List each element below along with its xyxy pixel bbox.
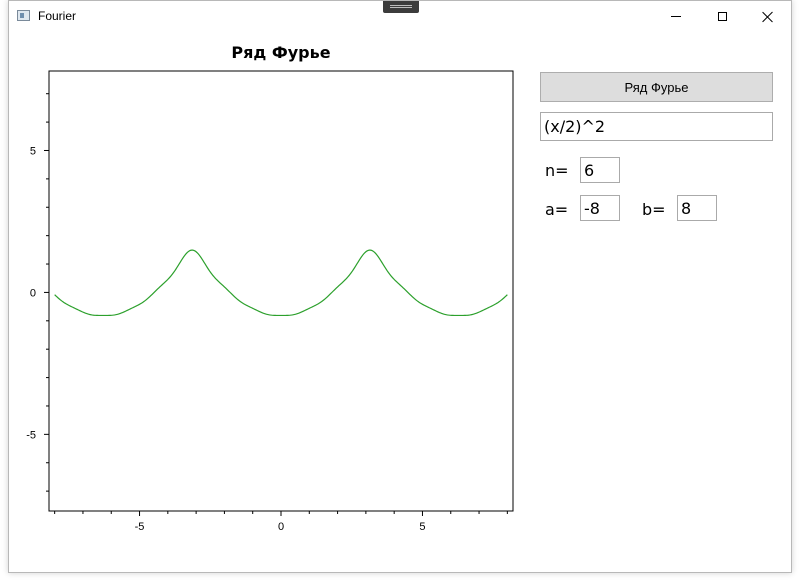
window-grip-handle[interactable] bbox=[383, 1, 419, 13]
axis-tick-labels: -5 0 5 -5 0 5 bbox=[26, 145, 425, 533]
n-input[interactable] bbox=[580, 157, 620, 183]
axis-ticks bbox=[44, 93, 508, 516]
fourier-chart: -5 0 5 -5 0 5 bbox=[26, 70, 514, 533]
x-tick-label: -5 bbox=[135, 521, 145, 533]
plot-frame bbox=[48, 70, 514, 512]
x-tick-label: 5 bbox=[419, 521, 425, 533]
chart-title: Ряд Фурье bbox=[231, 43, 331, 62]
n-label: n= bbox=[545, 161, 569, 180]
x-tick-label: 0 bbox=[278, 521, 284, 533]
y-tick-label: 0 bbox=[30, 287, 36, 299]
maximize-button[interactable] bbox=[699, 1, 745, 32]
app-icon bbox=[17, 10, 30, 21]
fourier-series-button[interactable]: Ряд Фурье bbox=[540, 72, 773, 102]
maximize-icon bbox=[717, 12, 727, 21]
b-input[interactable] bbox=[677, 195, 717, 221]
minimize-button[interactable] bbox=[653, 1, 699, 32]
b-label: b= bbox=[642, 200, 666, 219]
y-tick-label: 5 bbox=[30, 145, 36, 157]
series-line bbox=[54, 249, 508, 317]
window-title: Fourier bbox=[38, 9, 77, 23]
y-tick-label: -5 bbox=[26, 429, 36, 441]
a-label: a= bbox=[545, 200, 569, 219]
function-input[interactable] bbox=[540, 112, 773, 141]
app-window: Fourier Ряд Фурье -505-505 Ряд Фурье n= … bbox=[8, 0, 792, 573]
a-input[interactable] bbox=[580, 195, 620, 221]
minimize-icon bbox=[671, 16, 681, 17]
